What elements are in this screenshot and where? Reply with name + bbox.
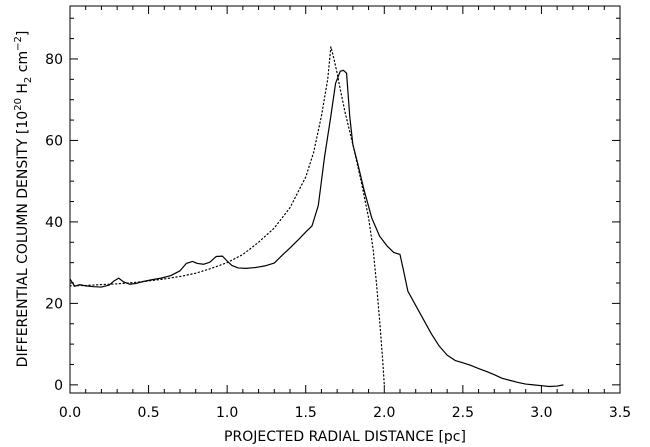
series-dotted-line [69,46,385,386]
y-tick-label: 80 [45,52,63,68]
series-group [69,46,564,388]
x-tick-label: 0.0 [59,405,81,421]
x-tick-label: 2.5 [452,405,474,421]
y-tick-label: 0 [54,378,63,394]
series-solid-line [69,69,564,388]
x-tick-label: 1.0 [216,405,238,421]
axis-ticks [69,6,621,393]
x-tick-label: 1.5 [295,405,317,421]
x-tick-label: 2.0 [373,405,395,421]
y-tick-label: 60 [45,133,63,149]
plot-frame [69,5,621,394]
y-tick-label: 40 [45,215,63,231]
y-tick-label: 20 [45,296,63,312]
axis-tick-labels: 0.0 0.5 1.0 1.5 2.0 2.5 3.0 3.5 0 20 40 60 80 [45,52,631,421]
x-tick-label: 3.5 [609,405,631,421]
x-axis-label: PROJECTED RADIAL DISTANCE [pc] [224,429,466,445]
y-axis-label: DIFFERENTIAL COLUMN DENSITY [1020 H2 cm−… [13,31,34,368]
x-tick-label: 3.0 [530,405,552,421]
x-tick-label: 0.5 [137,405,159,421]
